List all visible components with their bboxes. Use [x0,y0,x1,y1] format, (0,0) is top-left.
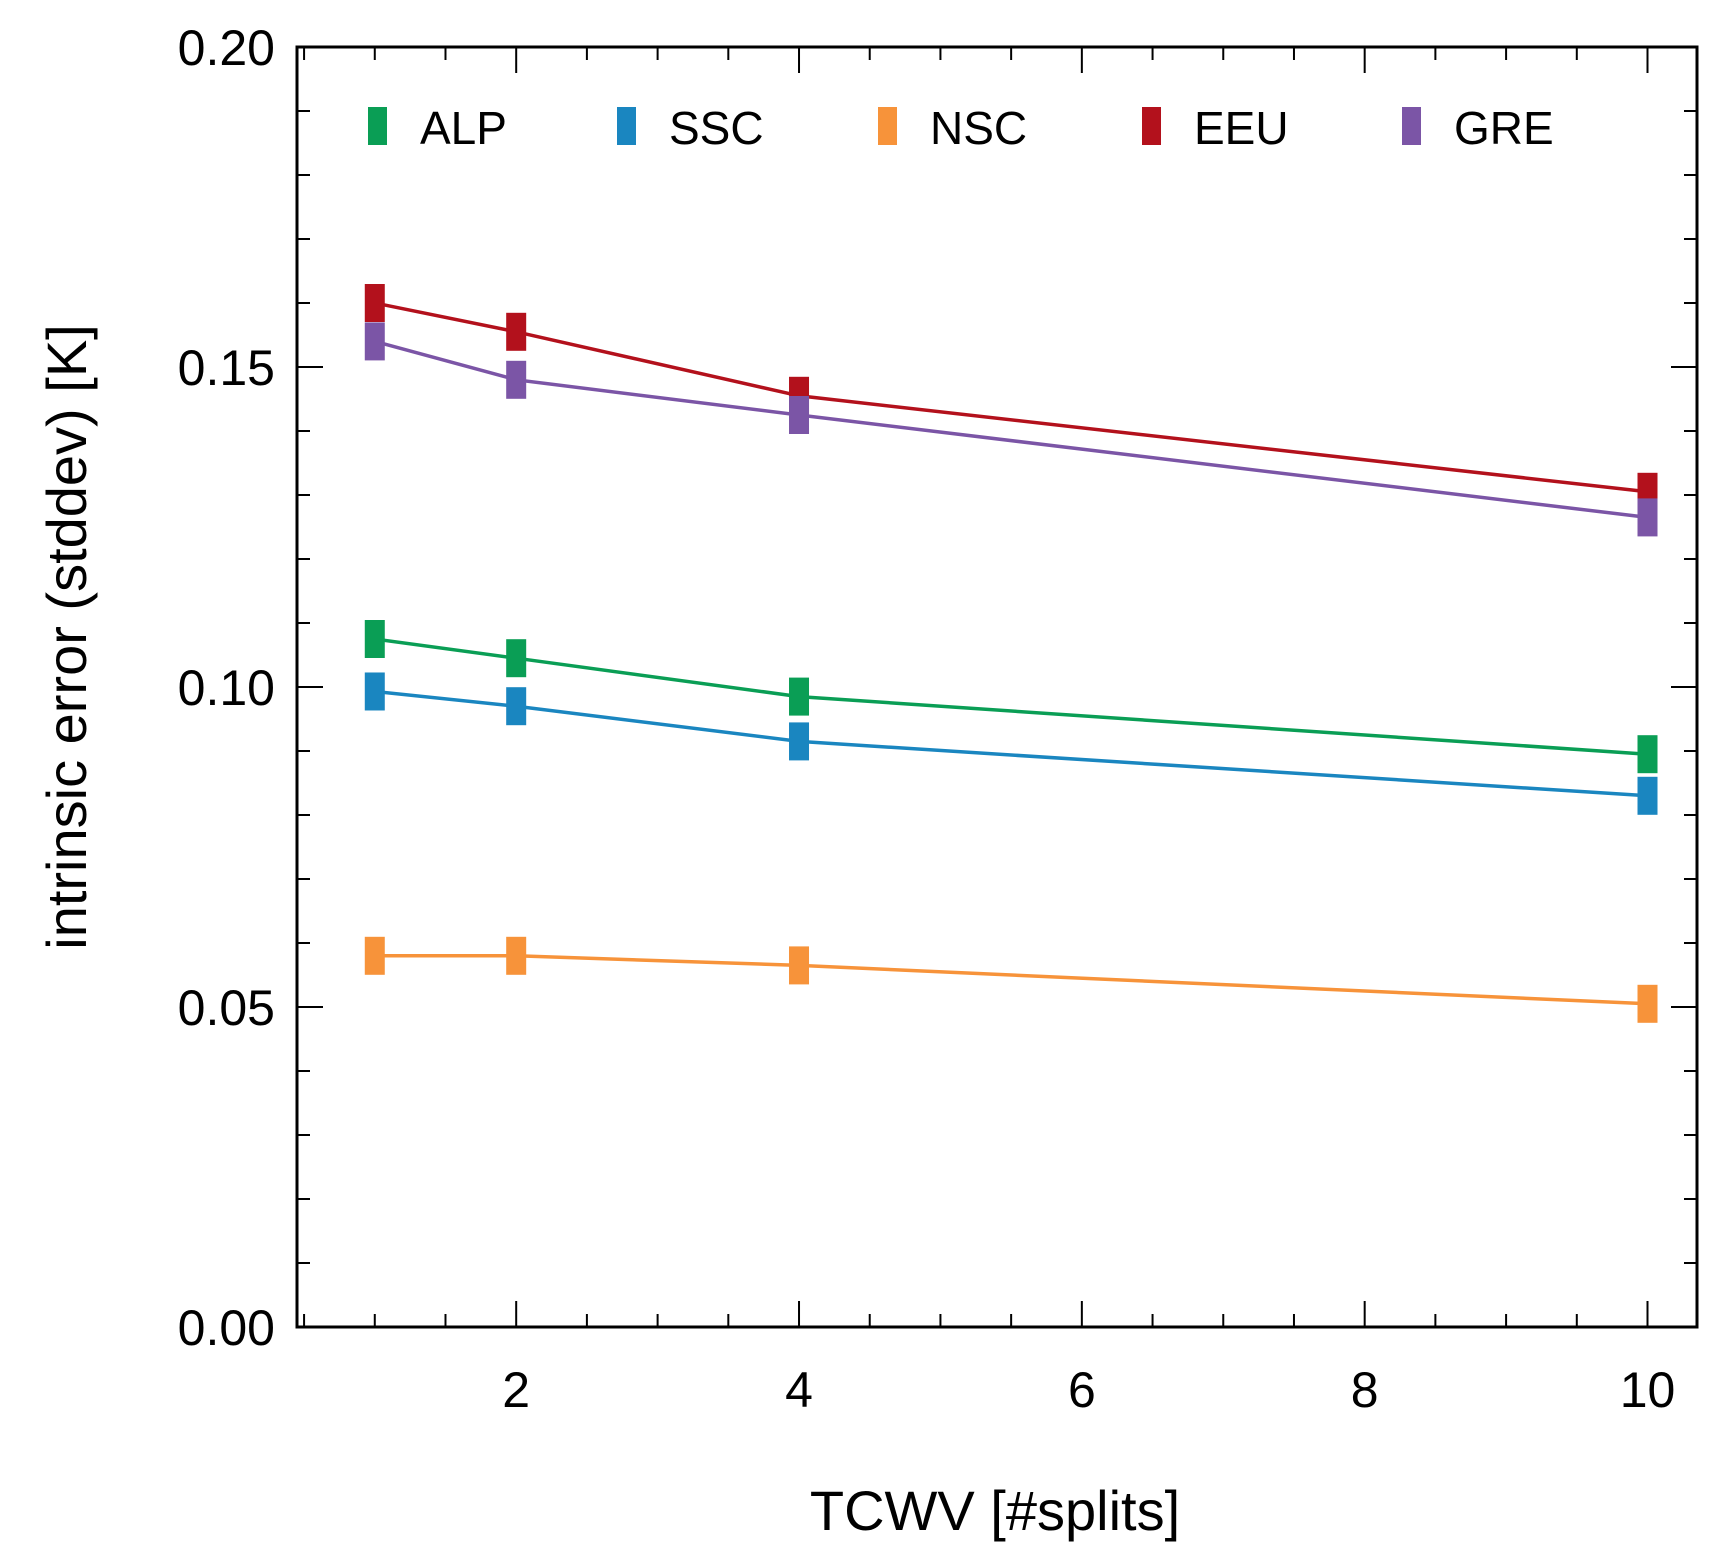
legend-label: ALP [420,102,507,154]
legend-swatch [1142,107,1161,145]
legend-swatch [617,107,636,145]
data-point [506,936,527,975]
legend-item-ssc: SSC [617,102,764,154]
legend-item-nsc: NSC [878,102,1027,154]
y-tick-label: 0.15 [178,340,275,396]
data-point [1637,984,1658,1023]
legend-swatch [368,107,387,145]
legend-swatch [1402,107,1421,145]
legend-label: GRE [1454,102,1554,154]
x-tick-label: 2 [502,1362,530,1418]
data-point [364,620,385,658]
series-line [374,689,1648,798]
series-nsc [364,936,1658,1023]
data-point [1637,498,1658,537]
data-point [364,936,385,975]
x-axis-title: TCWV [#splits] [810,1479,1180,1542]
series-line [374,954,1648,1006]
data-point [364,322,385,361]
data-point [789,722,810,761]
series-line [374,637,1648,756]
y-tick-label: 0.20 [178,20,275,76]
x-tick-label: 10 [1620,1362,1676,1418]
data-point [789,677,810,716]
data-point [1637,735,1658,774]
series-alp [364,620,1658,774]
plot-frame [295,45,1699,1329]
series-gre [364,322,1658,537]
x-tick-label: 6 [1068,1362,1096,1418]
y-tick-label: 0.05 [178,980,275,1036]
y-axis-title: intrinsic error (stddev) [K] [35,324,98,950]
series-ssc [364,672,1658,815]
data-series [364,284,1658,1023]
x-tick-label: 4 [785,1362,813,1418]
y-tick-label: 0.00 [178,1300,275,1356]
data-point [506,639,527,678]
data-point [364,672,385,711]
data-point [506,312,527,351]
tick-labels: 2 4 6 8 10 0.00 0.05 0.10 0.15 0.20 [178,20,1676,1418]
legend-swatch [878,107,897,145]
legend: ALP SSC NSC EEU GRE [368,102,1554,154]
data-point [789,946,810,985]
x-tick-label: 8 [1351,1362,1379,1418]
legend-item-eeu: EEU [1142,102,1289,154]
data-point [1637,776,1658,815]
data-point [506,687,527,726]
series-line [374,339,1648,520]
y-tick-label: 0.10 [178,660,275,716]
data-point [506,360,527,399]
legend-item-alp: ALP [368,102,507,154]
legend-label: NSC [930,102,1027,154]
legend-label: EEU [1194,102,1289,154]
series-line [374,301,1648,494]
data-point [789,396,810,434]
data-point [364,284,385,322]
legend-item-gre: GRE [1402,102,1554,154]
legend-label: SSC [669,102,764,154]
